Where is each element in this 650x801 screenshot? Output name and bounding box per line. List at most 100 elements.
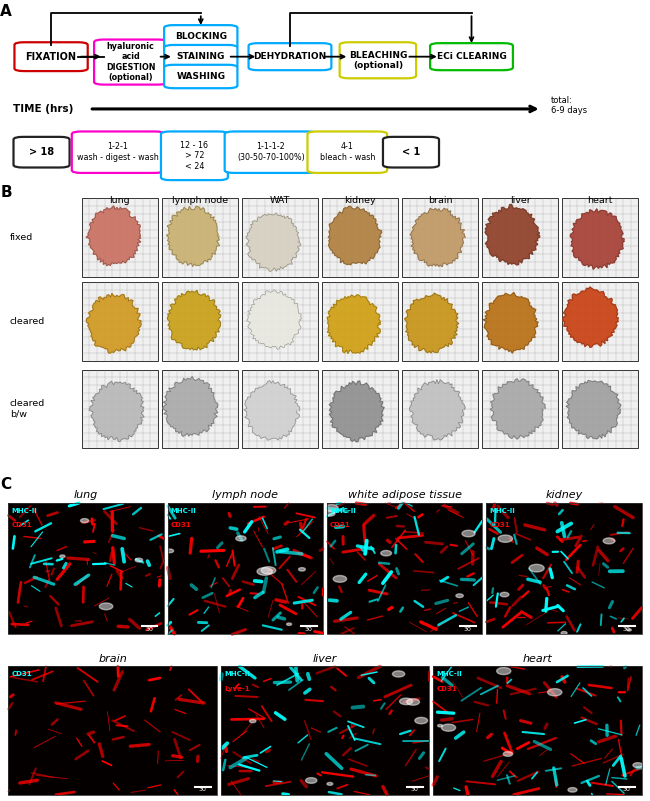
Bar: [482, 369, 558, 449]
Circle shape: [99, 603, 113, 610]
Text: 30: 30: [623, 627, 631, 632]
Text: CD31: CD31: [12, 522, 32, 528]
Text: DEHYDRATION: DEHYDRATION: [254, 52, 326, 61]
Circle shape: [393, 671, 405, 677]
Text: kidney: kidney: [344, 195, 376, 204]
Polygon shape: [327, 295, 381, 353]
Bar: [162, 199, 238, 277]
Text: 4-1
bleach - wash: 4-1 bleach - wash: [320, 143, 375, 162]
Polygon shape: [563, 287, 618, 348]
Bar: [482, 282, 558, 360]
Polygon shape: [570, 209, 625, 269]
Text: Lyve-1: Lyve-1: [224, 686, 250, 691]
Polygon shape: [86, 206, 141, 266]
Bar: [168, 503, 323, 634]
Circle shape: [503, 751, 513, 756]
FancyBboxPatch shape: [14, 137, 70, 167]
Polygon shape: [410, 380, 465, 440]
Polygon shape: [247, 290, 302, 349]
Text: total:
6-9 days: total: 6-9 days: [551, 95, 587, 115]
Polygon shape: [244, 380, 300, 441]
Text: 30: 30: [145, 627, 153, 632]
Text: lymph node: lymph node: [172, 195, 228, 204]
Text: CD31: CD31: [171, 522, 192, 528]
Text: lung: lung: [74, 490, 98, 500]
Text: hyaluronic
acid
DIGESTION
(optional): hyaluronic acid DIGESTION (optional): [106, 42, 155, 83]
Bar: [8, 503, 164, 634]
Bar: [433, 666, 642, 795]
Text: 1-2-1
wash - digest - wash: 1-2-1 wash - digest - wash: [77, 143, 159, 162]
Text: 30: 30: [623, 787, 631, 792]
Circle shape: [415, 718, 428, 724]
Text: > 18: > 18: [29, 147, 54, 157]
Bar: [8, 666, 217, 795]
Polygon shape: [330, 381, 384, 442]
Text: liver: liver: [313, 654, 337, 663]
Bar: [8, 503, 164, 634]
Circle shape: [627, 629, 631, 631]
FancyBboxPatch shape: [340, 42, 416, 78]
Circle shape: [498, 535, 513, 542]
Text: liver: liver: [510, 195, 530, 204]
Text: 30: 30: [411, 787, 419, 792]
Polygon shape: [89, 381, 144, 441]
Circle shape: [568, 787, 577, 792]
Circle shape: [166, 549, 174, 553]
FancyBboxPatch shape: [161, 131, 228, 180]
Circle shape: [81, 518, 88, 523]
Bar: [221, 666, 429, 795]
FancyBboxPatch shape: [164, 25, 237, 49]
Circle shape: [236, 536, 246, 541]
Text: MHC-II: MHC-II: [330, 508, 356, 513]
Text: < 1: < 1: [402, 147, 420, 157]
Polygon shape: [167, 290, 221, 350]
Polygon shape: [328, 206, 382, 265]
Circle shape: [325, 505, 338, 511]
Text: MHC-II: MHC-II: [489, 508, 515, 513]
Polygon shape: [485, 204, 540, 265]
Bar: [82, 282, 158, 360]
Text: STAINING: STAINING: [177, 52, 225, 61]
Bar: [402, 369, 478, 449]
Circle shape: [456, 594, 463, 598]
Text: 12 - 16
> 72
< 24: 12 - 16 > 72 < 24: [181, 141, 209, 171]
Bar: [562, 282, 638, 360]
Bar: [562, 199, 638, 277]
Text: CD31: CD31: [330, 522, 351, 528]
Text: CD31: CD31: [12, 671, 32, 677]
Bar: [433, 666, 642, 795]
Polygon shape: [163, 376, 218, 437]
Circle shape: [497, 667, 511, 674]
Bar: [242, 369, 318, 449]
Bar: [242, 199, 318, 277]
Bar: [221, 666, 429, 795]
Circle shape: [500, 592, 509, 597]
Text: B: B: [0, 185, 12, 200]
Circle shape: [529, 565, 544, 572]
FancyBboxPatch shape: [307, 131, 387, 173]
Bar: [402, 199, 478, 277]
Text: fixed: fixed: [10, 233, 33, 243]
Circle shape: [250, 719, 256, 723]
Circle shape: [135, 558, 142, 562]
Text: MHC-II: MHC-II: [171, 508, 196, 513]
Circle shape: [400, 698, 413, 705]
Text: FIXATION: FIXATION: [25, 52, 77, 62]
Bar: [242, 282, 318, 360]
Text: cleared: cleared: [10, 316, 45, 326]
FancyBboxPatch shape: [383, 137, 439, 167]
Text: heart: heart: [523, 654, 552, 663]
FancyBboxPatch shape: [72, 131, 164, 173]
Text: TIME (hrs): TIME (hrs): [13, 104, 73, 114]
Text: heart: heart: [588, 195, 613, 204]
Text: A: A: [0, 4, 12, 19]
Text: WASHING: WASHING: [176, 72, 226, 81]
Circle shape: [324, 511, 335, 516]
FancyBboxPatch shape: [94, 39, 167, 85]
Text: WAT: WAT: [270, 195, 290, 204]
Bar: [82, 199, 158, 277]
Bar: [82, 369, 158, 449]
Text: CD31: CD31: [489, 522, 510, 528]
Text: MHC-II: MHC-II: [12, 508, 37, 513]
Circle shape: [633, 763, 643, 767]
